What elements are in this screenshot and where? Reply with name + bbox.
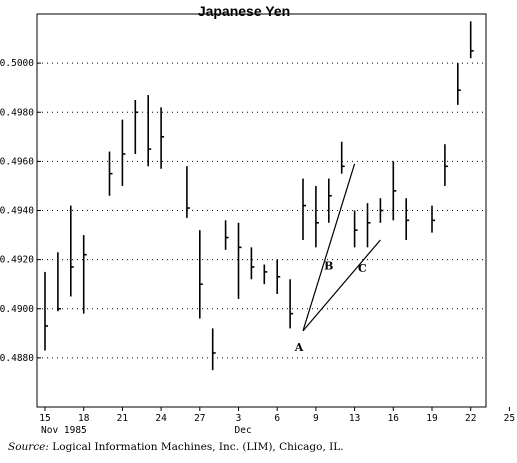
price-bar — [392, 161, 397, 221]
price-bar — [340, 141, 345, 174]
y-tick-label: 0.4920 — [0, 255, 34, 266]
x-tick-label: 16 — [388, 413, 400, 424]
point-label-C: C — [358, 262, 367, 275]
price-bar — [160, 107, 165, 169]
y-tick-label: 0.4980 — [0, 107, 34, 118]
price-bar — [327, 178, 332, 223]
x-tick-sublabel: Dec — [235, 425, 252, 436]
x-tick-label: 13 — [349, 413, 360, 424]
price-bar — [366, 203, 371, 248]
price-bar — [108, 151, 113, 196]
price-bar — [431, 205, 435, 233]
x-tick-label: 15 — [39, 413, 50, 424]
y-axis: 0.4880 0.4900 0.4920 0.4940 0.4960 0.4980 0.50… — [0, 58, 41, 364]
x-tick-sublabel: Nov 1985 — [41, 425, 87, 436]
trendline-AC — [302, 239, 381, 332]
price-bar — [263, 264, 268, 285]
chart: Japanese Yen 0.48800.49000.49200.49400.4… — [0, 3, 515, 436]
x-tick-label: 24 — [155, 413, 167, 424]
price-bar — [444, 144, 448, 186]
price-bar — [237, 222, 242, 299]
x-tick-label: 19 — [426, 413, 438, 424]
x-tick-label: 25 — [504, 413, 515, 424]
trendlines: A B C — [294, 163, 381, 354]
price-bar — [121, 119, 126, 186]
price-bar — [469, 21, 474, 59]
price-bar — [57, 252, 61, 312]
source-prefix: Source: — [8, 441, 49, 453]
price-bar — [289, 279, 294, 329]
price-bar — [82, 235, 87, 314]
price-bar — [276, 259, 281, 295]
price-bar — [405, 198, 410, 240]
price-bar — [199, 230, 203, 319]
x-tick-label: 9 — [313, 413, 319, 424]
point-label-A: A — [294, 341, 304, 354]
price-bar — [70, 205, 74, 297]
chart-title: Japanese Yen — [198, 3, 290, 19]
x-tick-label: 6 — [274, 413, 280, 424]
x-tick-label: 27 — [194, 413, 205, 424]
y-tick-label: 0.4900 — [0, 304, 34, 315]
price-bar — [302, 178, 306, 240]
price-bar — [134, 99, 139, 155]
x-tick-label: 21 — [117, 413, 129, 424]
x-tick-label: 18 — [78, 413, 90, 424]
price-bar — [315, 185, 319, 248]
grid-lines — [37, 62, 486, 359]
price-bar — [456, 63, 461, 105]
price-bars — [44, 21, 474, 371]
source-text: Logical Information Machines, Inc. (LIM)… — [52, 441, 344, 453]
y-tick-label: 0.4880 — [0, 353, 34, 364]
x-tick-label: 3 — [236, 413, 242, 424]
y-tick-label: 0.4940 — [0, 206, 34, 217]
price-bar — [224, 220, 229, 250]
y-tick-label: 0.4960 — [0, 156, 34, 167]
x-tick-label: 22 — [465, 413, 476, 424]
trendline-AB — [302, 163, 356, 332]
source-note: Source: Logical Information Machines, In… — [8, 441, 344, 453]
y-tick-label: 0.5000 — [0, 58, 34, 69]
point-label-B: B — [324, 259, 333, 272]
price-bar — [147, 95, 152, 167]
price-bar — [250, 247, 255, 280]
plot-frame — [36, 13, 487, 408]
price-bar — [44, 271, 48, 351]
price-bar — [186, 166, 190, 218]
price-bar — [353, 210, 358, 248]
price-bar — [379, 198, 384, 223]
price-bar — [211, 328, 216, 371]
